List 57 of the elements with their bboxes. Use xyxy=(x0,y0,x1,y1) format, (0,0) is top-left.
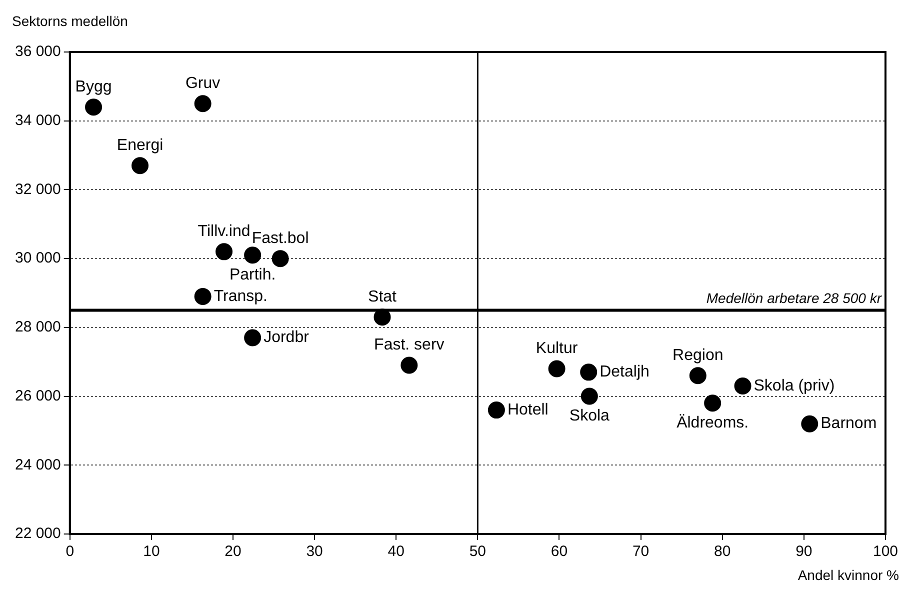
y-tick-label: 34 000 xyxy=(14,112,61,129)
point xyxy=(194,288,212,305)
x-tick-label: 0 xyxy=(66,543,74,560)
point xyxy=(734,377,752,394)
annotation: Fast. serv xyxy=(374,336,444,354)
point xyxy=(132,157,149,174)
y-tick-label: 22 000 xyxy=(14,525,61,542)
annotation: Partih. xyxy=(229,266,276,284)
point xyxy=(580,388,598,405)
point xyxy=(194,95,212,112)
point xyxy=(488,402,505,419)
point xyxy=(548,360,566,378)
annotation: Bygg xyxy=(75,78,112,96)
x-tick-label: 20 xyxy=(224,543,242,560)
annotation: Skola xyxy=(569,408,610,425)
point xyxy=(216,243,233,260)
point xyxy=(801,415,818,432)
point xyxy=(689,367,706,384)
point xyxy=(85,98,102,116)
y-tick-label: 26 000 xyxy=(14,387,61,404)
x-tick-label: 100 xyxy=(872,543,898,560)
annotation: Fast.bol xyxy=(252,230,309,247)
annotation: Äldreoms. xyxy=(676,414,749,432)
annotation: Region xyxy=(672,347,724,364)
annotation: Detaljh xyxy=(600,364,650,381)
point xyxy=(244,246,262,264)
annotation: Skola (priv) xyxy=(754,377,835,394)
point xyxy=(400,356,418,374)
y-axis-title: Sektorns medellön xyxy=(12,13,128,29)
point xyxy=(704,394,722,412)
x-tick-label: 60 xyxy=(550,543,568,560)
y-tick-label: 36 000 xyxy=(14,43,61,60)
x-tick-label: 50 xyxy=(469,543,486,560)
x-tick-label: 30 xyxy=(306,543,323,560)
annotation: Transp. xyxy=(214,288,268,305)
point xyxy=(272,250,289,268)
x-tick-label: 70 xyxy=(632,543,650,560)
y-tick-label: 28 000 xyxy=(14,318,61,336)
annotation: Gruv xyxy=(185,75,220,92)
annotation: Jordbr xyxy=(264,329,310,346)
annotation: Hotell xyxy=(507,401,548,418)
annotation: Energi xyxy=(116,137,164,154)
y-tick-label: 30 000 xyxy=(14,250,61,267)
y-tick-label: 24 000 xyxy=(14,456,61,474)
x-tick-label: 10 xyxy=(143,543,160,560)
x-axis-title: Andel kvinnor % xyxy=(798,567,899,583)
y-tick-label: 32 000 xyxy=(14,180,61,198)
point xyxy=(244,329,262,346)
annotation: Barnom xyxy=(820,415,877,432)
annotation: Kultur xyxy=(536,340,578,358)
annotation: Stat xyxy=(368,288,398,306)
ref-line-label: Medellön arbetare 28 500 kr xyxy=(706,290,883,306)
x-tick-label: 90 xyxy=(796,543,812,560)
point xyxy=(580,364,598,381)
x-tick-label: 80 xyxy=(714,543,731,560)
annotation: Tillv.ind xyxy=(198,223,250,240)
x-tick-label: 40 xyxy=(388,543,404,560)
